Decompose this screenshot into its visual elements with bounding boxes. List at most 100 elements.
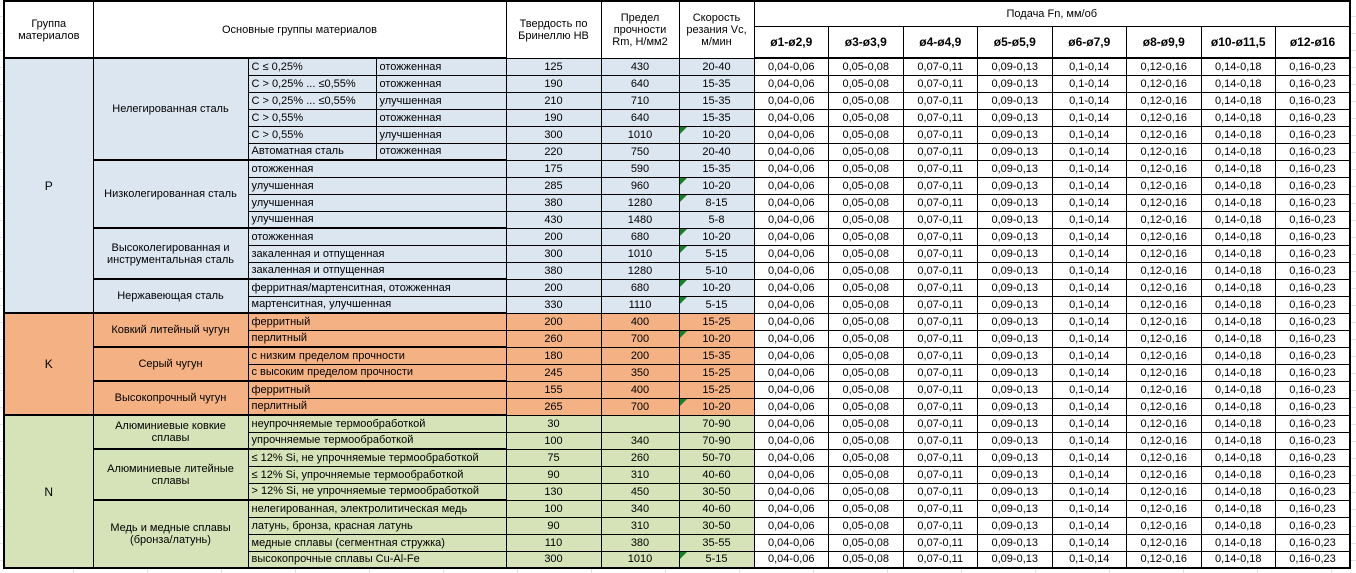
feed-diameter-header: ø6-ø7,9 (1051, 25, 1127, 59)
cell-cutting-speed-vc: 5-8 (678, 210, 755, 229)
cell-material-description: улучшенная (247, 210, 507, 229)
cell-feed-value: 0,07-0,11 (902, 74, 978, 93)
cell-composition: C ≤ 0,25% (247, 57, 377, 76)
cell-feed-value: 0,1-0,14 (1051, 397, 1127, 416)
cell-strength-rm: 310 (600, 465, 680, 484)
cell-feed-value: 0,16-0,23 (1275, 414, 1351, 433)
cell-cutting-speed-vc: 20-40 (678, 142, 755, 161)
cell-cutting-speed-vc: 30-50 (678, 482, 755, 501)
cell-feed-value: 0,1-0,14 (1051, 244, 1127, 263)
cell-cutting-speed-vc: 15-25 (678, 380, 755, 399)
material-subgroup-name: Алюминиевые ковкие сплавы (92, 414, 249, 450)
table-row: мартенситная, улучшенная 330 1110 5-15 0,04-… (4, 295, 1351, 314)
cell-hardness-hb: 260 (505, 329, 602, 348)
header-strength: Предел прочности Rm, Н/мм2 (600, 0, 680, 59)
cell-strength-rm: 430 (600, 57, 680, 76)
material-subgroup-name: Нержавеющая сталь (92, 278, 249, 314)
cell-hardness-hb: 430 (505, 210, 602, 229)
cell-feed-value: 0,07-0,11 (902, 176, 978, 195)
feed-diameter-header: ø4-ø4,9 (902, 25, 978, 59)
cell-hardness-hb: 220 (505, 142, 602, 161)
cell-feed-value: 0,09-0,13 (977, 465, 1053, 484)
cell-feed-value: 0,05-0,08 (828, 363, 904, 382)
cell-feed-value: 0,09-0,13 (977, 499, 1053, 518)
cell-feed-value: 0,09-0,13 (977, 193, 1053, 212)
cell-feed-value: 0,05-0,08 (828, 516, 904, 535)
cell-feed-value: 0,12-0,16 (1126, 142, 1202, 161)
cell-feed-value: 0,16-0,23 (1275, 244, 1351, 263)
cell-feed-value: 0,14-0,18 (1200, 108, 1276, 127)
cell-strength-rm: 700 (600, 397, 680, 416)
cell-hardness-hb: 155 (505, 380, 602, 399)
cell-feed-value: 0,12-0,16 (1126, 482, 1202, 501)
cell-cutting-speed-vc: 10-20 (678, 278, 755, 297)
material-subgroup-name: Высокопрочный чугун (92, 380, 249, 416)
cell-cutting-speed-vc: 40-60 (678, 499, 755, 518)
cell-feed-value: 0,1-0,14 (1051, 448, 1127, 467)
cell-cutting-speed-vc: 70-90 (678, 431, 755, 450)
cell-feed-value: 0,04-0,06 (753, 363, 829, 382)
cell-feed-value: 0,12-0,16 (1126, 227, 1202, 246)
feed-diameter-header: ø12-ø16 (1275, 25, 1351, 59)
cell-feed-value: 0,05-0,08 (828, 57, 904, 76)
cell-cutting-speed-vc: 70-90 (678, 414, 755, 433)
cell-feed-value: 0,1-0,14 (1051, 431, 1127, 450)
cell-feed-value: 0,16-0,23 (1275, 125, 1351, 144)
cell-feed-value: 0,07-0,11 (902, 244, 978, 263)
cell-feed-value: 0,04-0,06 (753, 414, 829, 433)
cell-feed-value: 0,04-0,06 (753, 550, 829, 569)
header-material-group: Группа материалов (3, 0, 94, 59)
cell-cutting-speed-vc: 10-20 (678, 176, 755, 195)
cell-feed-value: 0,16-0,23 (1275, 91, 1351, 110)
cell-feed-value: 0,07-0,11 (902, 261, 978, 280)
cell-material-description: ≤ 12% Si, не упрочняемые термообработкой (247, 448, 507, 467)
cell-feed-value: 0,04-0,06 (753, 533, 829, 552)
cell-feed-value: 0,16-0,23 (1275, 346, 1351, 365)
cell-cutting-speed-vc: 10-20 (678, 125, 755, 144)
table-row: Низколегированная сталь отожженная 175 590 1… (4, 159, 1351, 229)
material-subgroup-name: Низколегированная сталь (92, 159, 249, 229)
cell-cutting-speed-vc: 8-15 (678, 193, 755, 212)
cell-material-description: улучшенная (247, 193, 507, 212)
cell-feed-value: 0,14-0,18 (1200, 533, 1276, 552)
cell-hardness-hb: 90 (505, 465, 602, 484)
cell-feed-value: 0,05-0,08 (828, 125, 904, 144)
cell-material-description: с высоким пределом прочности (247, 363, 507, 382)
cell-feed-value: 0,09-0,13 (977, 244, 1053, 263)
cell-feed-value: 0,16-0,23 (1275, 108, 1351, 127)
cell-hardness-hb: 265 (505, 397, 602, 416)
cell-strength-rm: 400 (600, 380, 680, 399)
cell-hardness-hb: 130 (505, 482, 602, 501)
table-row: N Алюминиевые ковкие сплавы неупрочняемые … (3, 414, 1351, 569)
cell-strength-rm: 640 (600, 108, 680, 127)
cell-feed-value: 0,14-0,18 (1200, 465, 1276, 484)
cell-hardness-hb: 30 (505, 414, 602, 433)
cell-feed-value: 0,1-0,14 (1051, 499, 1127, 518)
cell-feed-value: 0,14-0,18 (1200, 193, 1276, 212)
cell-feed-value: 0,09-0,13 (977, 346, 1053, 365)
cell-strength-rm: 350 (600, 363, 680, 382)
cell-feed-value: 0,04-0,06 (753, 227, 829, 246)
cell-feed-value: 0,12-0,16 (1126, 448, 1202, 467)
material-subgroup-name: Ковкий литейный чугун (92, 312, 249, 348)
cell-strength-rm: 260 (600, 448, 680, 467)
cell-strength-rm: 1010 (600, 550, 680, 569)
cell-feed-value: 0,07-0,11 (902, 482, 978, 501)
cell-hardness-hb: 110 (505, 533, 602, 552)
cell-feed-value: 0,14-0,18 (1200, 329, 1276, 348)
cell-cutting-speed-vc: 15-25 (678, 312, 755, 331)
table-row: C > 0,55% отожженная 190 640 15-35 0,04-0,06 0… (4, 108, 1351, 127)
cell-feed-value: 0,14-0,18 (1200, 125, 1276, 144)
cell-feed-value: 0,09-0,13 (977, 363, 1053, 382)
cell-feed-value: 0,09-0,13 (977, 448, 1053, 467)
table-row: закаленная и отпущенная 380 1280 5-10 0,04-0… (4, 261, 1351, 280)
cell-cutting-speed-vc: 5-15 (678, 244, 755, 263)
cell-material-description: мартенситная, улучшенная (247, 295, 507, 314)
cell-feed-value: 0,05-0,08 (828, 431, 904, 450)
cell-cutting-speed-vc: 5-15 (678, 295, 755, 314)
cell-strength-rm (600, 414, 680, 433)
cell-feed-value: 0,04-0,06 (753, 159, 829, 178)
cell-material-description: латунь, бронза, красная латунь (247, 516, 507, 535)
cell-feed-value: 0,09-0,13 (977, 329, 1053, 348)
cell-strength-rm: 680 (600, 227, 680, 246)
